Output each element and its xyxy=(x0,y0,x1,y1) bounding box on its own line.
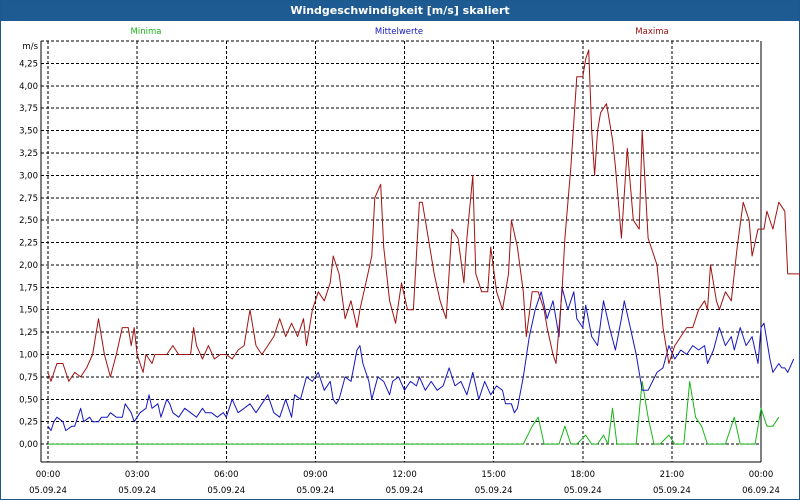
x-tick-date: 05.09.24 xyxy=(653,486,691,496)
series-line-minima xyxy=(48,380,780,445)
y-tick-label: 3,75 xyxy=(19,104,38,114)
x-tick-date: 05.09.24 xyxy=(118,486,156,496)
legend-minima: Minima xyxy=(131,27,162,37)
y-tick-label: 1,25 xyxy=(19,328,38,338)
y-tick-label: 2,25 xyxy=(19,239,38,249)
x-tick-time: 03:00 xyxy=(125,470,150,480)
series-line-mittelwerte xyxy=(47,286,795,432)
y-tick-label: 2,50 xyxy=(19,216,38,226)
y-tick-label: 1,00 xyxy=(19,351,38,361)
x-tick-time: 15:00 xyxy=(481,470,506,480)
y-tick-label: 0,25 xyxy=(19,418,38,428)
x-tick-date: 05.09.24 xyxy=(564,486,602,496)
x-tick-date: 05.09.24 xyxy=(207,486,245,496)
x-tick-date: 05.09.24 xyxy=(386,486,424,496)
x-tick-time: 12:00 xyxy=(392,470,417,480)
legend-mittelwerte: Mittelwerte xyxy=(375,27,423,37)
y-tick-label: 1,75 xyxy=(19,283,38,293)
x-tick-time: 00:00 xyxy=(36,470,61,480)
y-tick-label: 3,00 xyxy=(19,171,38,181)
x-tick-time: 06:00 xyxy=(214,470,239,480)
x-tick-time: 21:00 xyxy=(660,470,685,480)
y-tick-label: 3,25 xyxy=(19,149,38,159)
x-tick-date: 05.09.24 xyxy=(29,486,67,496)
y-tick-label: 4,00 xyxy=(19,82,38,92)
y-tick-label: 1,50 xyxy=(19,306,38,316)
series-line-maxima xyxy=(47,49,800,382)
y-tick-label: 3,50 xyxy=(19,127,38,137)
x-tick-date: 06.09.24 xyxy=(742,486,780,496)
x-tick-time: 18:00 xyxy=(571,470,596,480)
y-tick-label: 0,00 xyxy=(19,440,38,450)
y-tick-label: 0,50 xyxy=(19,395,38,405)
chart-title: Windgeschwindigkeit [m/s] skaliert xyxy=(1,1,799,21)
y-axis-label: m/s xyxy=(22,42,38,52)
x-tick-time: 09:00 xyxy=(303,470,328,480)
x-tick-date: 05.09.24 xyxy=(296,486,334,496)
x-tick-date: 05.09.24 xyxy=(475,486,513,496)
y-tick-label: 4,25 xyxy=(19,59,38,69)
y-tick-label: 2,00 xyxy=(19,261,38,271)
legend-maxima: Maxima xyxy=(635,27,668,37)
x-tick-time: 00:00 xyxy=(749,470,774,480)
y-tick-label: 0,75 xyxy=(19,373,38,383)
y-tick-label: 2,75 xyxy=(19,194,38,204)
